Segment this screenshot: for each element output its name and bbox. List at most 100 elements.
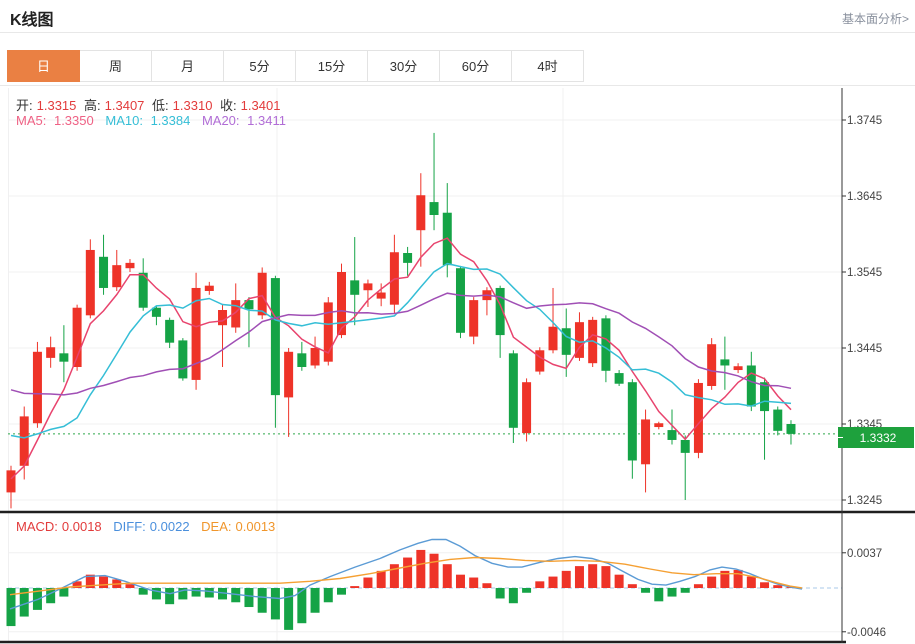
macd-bar [442,564,452,588]
macd-bar [297,588,307,624]
high-label: 高: [84,98,101,113]
candle-body [59,353,69,362]
axis-tick-label: 1.3245 [847,495,882,507]
candle-body [218,310,228,326]
candle-body [257,272,267,316]
tab-15min[interactable]: 15分 [295,50,368,82]
macd-bar [760,582,770,588]
macd-bar [151,588,161,600]
tab-month[interactable]: 月 [151,50,224,82]
tab-day[interactable]: 日 [7,50,80,82]
macd-bar [284,588,294,630]
open-value: 1.3315 [36,98,77,113]
candle-body [297,353,307,367]
macd-bar [403,557,413,588]
candle-body [363,283,373,291]
macd-bar [376,570,386,588]
diff-line [9,538,803,610]
macd-value: 0.0018 [61,519,102,534]
axis-tick-label: 1.3445 [847,343,882,355]
candle-body [19,416,29,466]
tab-60min[interactable]: 60分 [439,50,512,82]
macd-bar [574,566,584,588]
last-price-badge: 1.3332 [838,427,914,448]
macd-bar [46,588,56,604]
macd-bar [614,574,624,588]
interval-tab-bar: 日 周 月 5分 15分 30分 60分 4时 [7,50,584,82]
tab-week[interactable]: 周 [79,50,152,82]
high-value: 1.3407 [104,98,145,113]
ma10-value: 1.3384 [150,113,191,128]
axis-labels: 1.37451.36451.35451.34451.33451.32450.00… [842,115,886,639]
low-value: 1.3310 [172,98,213,113]
diff-label: DIFF: 0.0022 [113,519,190,534]
ma5-line [10,237,792,480]
macd-row: MACD: 0.0018 DIFF: 0.0022 DEA: 0.0013 [16,519,283,534]
candle-body [138,272,148,308]
macd-bar [416,549,426,588]
macd-bar [601,566,611,588]
macd-bar [178,588,188,600]
macd-bar [482,583,492,588]
ma5-label: MA5: 1.3350 [16,113,94,128]
macd-bar [350,586,360,588]
candle-body [429,202,439,215]
candle-body [72,307,82,367]
macd-bar [270,588,280,620]
candle-body [270,278,280,396]
candle-body [680,439,690,453]
macd-bar [654,588,664,602]
macd-bar [257,588,267,613]
macd-bar [627,584,637,588]
candle-body [323,302,333,362]
dea-label: DEA: 0.0013 [201,519,276,534]
candle-body [786,424,796,434]
axis-tick-label: 1.3645 [847,191,882,203]
ohlc-row: 开: 1.3315 高: 1.3407 低: 1.3310 收: 1.3401 [16,95,284,114]
fundamental-analysis-link[interactable]: 基本面分析> [841,12,909,26]
macd-bar [733,569,743,588]
candle-body [654,423,664,428]
macd-bar [85,574,95,588]
candle-body [707,344,717,386]
dea-line [9,556,803,596]
macd-bar [165,588,175,605]
candle-body [733,366,743,371]
ma20-line [10,292,792,396]
macd-bar [191,588,201,597]
tab-4hour[interactable]: 4时 [511,50,584,82]
axis-tick-label: -0.0046 [847,627,886,639]
macd-bar [138,588,148,595]
ma20-value: 1.3411 [247,113,286,128]
macd-bar [693,584,703,588]
candle-body [574,322,584,358]
macd-bar [429,553,439,588]
header-divider [0,32,915,33]
page-title: K线图 [10,12,54,29]
close-label: 收: [220,98,237,113]
macd-bar [508,588,518,604]
macd-bar [707,576,717,588]
candle-body [627,382,637,461]
macd-histogram [6,549,796,630]
macd-bar [323,588,333,603]
macd-bar [6,588,16,627]
tab-30min[interactable]: 30分 [367,50,440,82]
macd-bar [588,564,598,588]
macd-bar [218,588,228,600]
macd-bar [667,588,677,597]
gridlines [8,88,842,641]
last-price-text: 1.3332 [860,431,897,445]
macd-label: MACD: 0.0018 [16,519,102,534]
macd-bar [244,588,254,608]
macd-bar [680,588,690,593]
candle-body [231,300,241,328]
tab-5min[interactable]: 5分 [223,50,296,82]
macd-bar [535,581,545,588]
candle-body [46,347,56,358]
candle-body [667,430,677,440]
ma10-line [10,262,792,439]
candle-body [522,382,532,434]
macd-bar [231,588,241,603]
